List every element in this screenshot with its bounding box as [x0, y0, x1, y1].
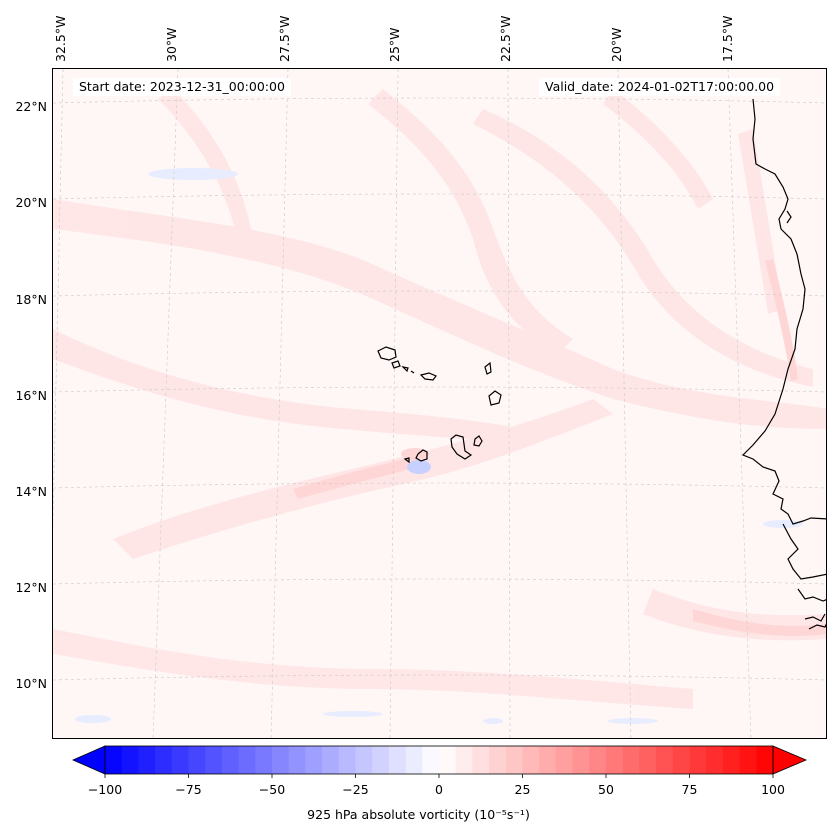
- colorbar-cell: [272, 746, 290, 774]
- lat-label: 10°N: [15, 676, 47, 691]
- colorbar-cell: [539, 746, 557, 774]
- valid-date-label: Valid_date: 2024-01-02T17:00:00.00: [539, 78, 781, 96]
- colorbar-cell: [439, 746, 457, 774]
- map-panel: [52, 68, 827, 739]
- colorbar-tick-label: 75: [681, 782, 698, 797]
- colorbar-tick-label: 0: [435, 782, 443, 797]
- colorbar-cell: [255, 746, 273, 774]
- colorbar-cell: [338, 746, 356, 774]
- colorbar-cell: [355, 746, 373, 774]
- lat-label: 18°N: [15, 292, 47, 307]
- colorbar-cell: [105, 746, 123, 774]
- colorbar-tick-label: 25: [514, 782, 531, 797]
- colorbar-cell: [372, 746, 390, 774]
- colorbar-cells: [105, 746, 774, 774]
- colorbar: [72, 745, 808, 778]
- colorbar-cell: [606, 746, 624, 774]
- colorbar-tick-label: 100: [761, 782, 785, 797]
- colorbar-cell: [121, 746, 139, 774]
- colorbar-cell: [422, 746, 440, 774]
- colorbar-cell: [722, 746, 741, 774]
- island-outlines: [377, 346, 502, 464]
- lon-label: 20°W: [609, 27, 624, 62]
- colorbar-cell: [689, 746, 707, 774]
- lon-label: 17.5°W: [720, 15, 735, 62]
- colorbar-tick-label: −50: [258, 782, 286, 797]
- lon-label: 32.5°W: [53, 15, 68, 62]
- colorbar-extend-max: [772, 745, 808, 775]
- colorbar-cell: [188, 746, 206, 774]
- lon-label: 30°W: [164, 27, 179, 62]
- colorbar-cell: [155, 746, 173, 774]
- colorbar-cell: [555, 746, 574, 774]
- colorbar-cell: [405, 746, 423, 774]
- colorbar-cell: [489, 746, 507, 774]
- colorbar-cell: [288, 746, 306, 774]
- colorbar-cell: [639, 746, 657, 774]
- colorbar-cell: [138, 746, 156, 774]
- negative-vorticity-zones: [75, 168, 803, 724]
- positive-vorticity-cores: [293, 259, 826, 636]
- colorbar-label: 925 hPa absolute vorticity (10⁻⁵s⁻¹): [307, 807, 530, 822]
- colorbar-tick-label: −75: [175, 782, 202, 797]
- colorbar-cell: [672, 746, 690, 774]
- colorbar-cell: [706, 746, 724, 774]
- lon-label: 27.5°W: [277, 15, 292, 62]
- colorbar-ticks: [104, 774, 774, 778]
- colorbar-tick-label: −25: [342, 782, 369, 797]
- colorbar-cell: [171, 746, 189, 774]
- lat-label: 22°N: [15, 99, 47, 114]
- colorbar-cell: [739, 746, 757, 774]
- colorbar-cell: [205, 746, 223, 774]
- lat-label: 14°N: [15, 484, 47, 499]
- colorbar-extend-min: [72, 745, 106, 775]
- colorbar-tick-label: 50: [598, 782, 614, 797]
- colorbar-cell: [221, 746, 240, 774]
- graticule: [53, 69, 826, 738]
- colorbar-cell: [589, 746, 607, 774]
- colorbar-cell: [455, 746, 473, 774]
- colorbar-cell: [572, 746, 590, 774]
- vorticity-field: [53, 69, 826, 738]
- lat-label: 20°N: [15, 195, 47, 210]
- colorbar-cell: [522, 746, 540, 774]
- colorbar-cell: [505, 746, 523, 774]
- colorbar-tick-label: −100: [87, 782, 123, 797]
- lon-label: 25°W: [387, 27, 402, 62]
- start-date-label: Start date: 2023-12-31_00:00:00: [73, 78, 291, 96]
- colorbar-cell: [656, 746, 674, 774]
- colorbar-cell: [622, 746, 640, 774]
- lat-label: 12°N: [15, 580, 47, 595]
- colorbar-cell: [388, 746, 407, 774]
- lon-label: 22.5°W: [498, 15, 513, 62]
- colorbar-cell: [472, 746, 490, 774]
- colorbar-cell: [322, 746, 340, 774]
- colorbar-cell: [305, 746, 323, 774]
- colorbar-cell: [238, 746, 256, 774]
- lat-label: 16°N: [15, 388, 47, 403]
- colorbar-cell: [756, 746, 774, 774]
- coastline-africa: [741, 98, 826, 630]
